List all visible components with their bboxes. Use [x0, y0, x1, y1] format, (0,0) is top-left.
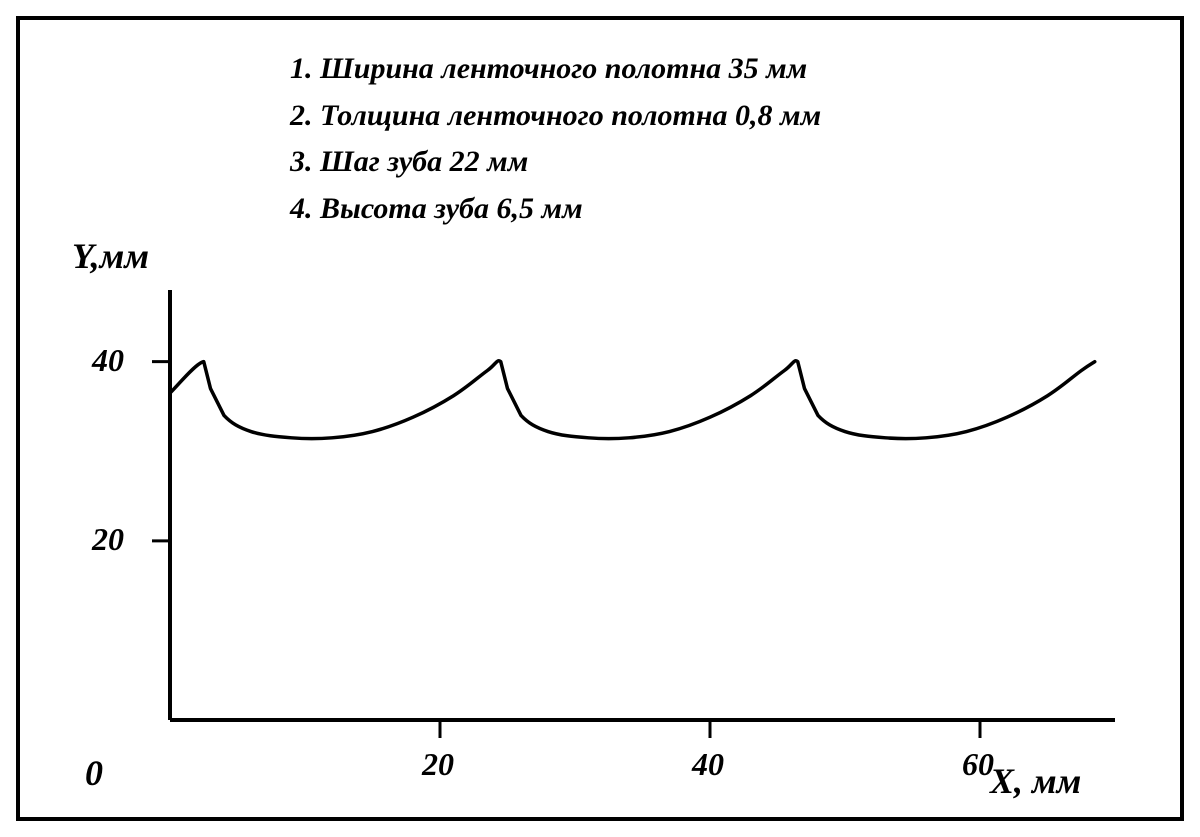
annotation-line: 1. Ширина ленточного полотна 35 мм	[290, 46, 821, 93]
y-tick-label: 40	[92, 342, 124, 379]
annotation-line: 2. Толщина ленточного полотна 0,8 мм	[290, 93, 821, 140]
y-axis-label: Y,мм	[72, 235, 149, 277]
annotation-line: 3. Шаг зуба 22 мм	[290, 139, 821, 186]
x-axis-label: X, мм	[990, 760, 1081, 802]
origin-label: 0	[85, 752, 103, 794]
x-tick-label: 60	[962, 746, 994, 783]
x-tick-label: 20	[422, 746, 454, 783]
tooth-profile-curve	[170, 361, 1095, 439]
annotation-list: 1. Ширина ленточного полотна 35 мм2. Тол…	[290, 46, 821, 232]
chart-frame: 1. Ширина ленточного полотна 35 мм2. Тол…	[0, 0, 1200, 837]
x-tick-label: 40	[692, 746, 724, 783]
y-tick-label: 20	[92, 521, 124, 558]
annotation-line: 4. Высота зуба 6,5 мм	[290, 186, 821, 233]
